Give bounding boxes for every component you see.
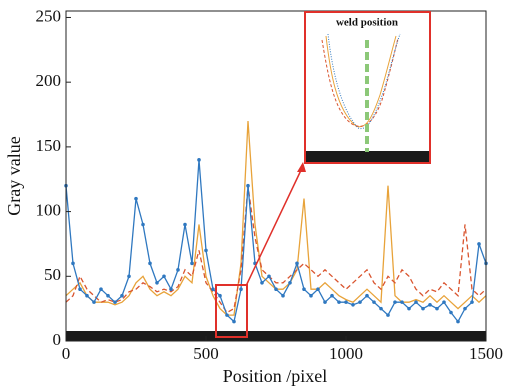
point xyxy=(92,300,96,304)
point xyxy=(183,223,187,227)
point xyxy=(337,300,341,304)
point xyxy=(106,294,110,298)
point xyxy=(197,158,201,162)
inset: weld position xyxy=(305,12,430,163)
x-tick-label: 500 xyxy=(193,344,219,363)
point xyxy=(225,313,229,317)
point xyxy=(204,249,208,253)
point xyxy=(442,300,446,304)
page: {"chart_data": {"type": "line", "xlabel"… xyxy=(0,0,511,388)
point xyxy=(134,197,138,201)
point xyxy=(358,300,362,304)
y-tick-label: 200 xyxy=(36,71,62,90)
point xyxy=(421,307,425,311)
point xyxy=(470,300,474,304)
point xyxy=(428,303,432,307)
point xyxy=(379,307,383,311)
weld-strip xyxy=(66,331,486,341)
highlight-box xyxy=(216,285,247,337)
point xyxy=(148,262,152,266)
point xyxy=(246,184,250,188)
point xyxy=(232,320,236,324)
point xyxy=(169,287,173,291)
inset-strip xyxy=(306,151,429,162)
y-tick-label: 100 xyxy=(36,200,62,219)
point xyxy=(127,274,131,278)
point xyxy=(365,294,369,298)
point xyxy=(281,294,285,298)
point xyxy=(386,313,390,317)
x-axis-label: Position /pixel xyxy=(223,366,328,386)
point xyxy=(407,307,411,311)
point xyxy=(309,294,313,298)
point xyxy=(414,300,418,304)
x-tick-label: 1500 xyxy=(469,344,503,363)
point xyxy=(400,300,404,304)
point xyxy=(323,300,327,304)
point xyxy=(477,242,481,246)
point xyxy=(176,268,180,272)
point xyxy=(190,262,194,266)
point xyxy=(449,311,453,315)
point xyxy=(78,287,82,291)
point xyxy=(372,300,376,304)
point xyxy=(120,294,124,298)
series-line xyxy=(66,160,486,322)
point xyxy=(155,281,159,285)
point xyxy=(393,300,397,304)
inset-title: weld position xyxy=(336,17,398,29)
point xyxy=(85,294,89,298)
point xyxy=(239,287,243,291)
point xyxy=(316,287,320,291)
point xyxy=(267,274,271,278)
point xyxy=(260,281,264,285)
chart: weld position Position /pixel Gray value… xyxy=(0,0,511,388)
point xyxy=(463,307,467,311)
point xyxy=(456,320,460,324)
point xyxy=(141,223,145,227)
point xyxy=(302,287,306,291)
point xyxy=(351,303,355,307)
point xyxy=(435,307,439,311)
series-line xyxy=(66,186,486,313)
point xyxy=(218,294,222,298)
x-tick-label: 0 xyxy=(62,344,71,363)
point xyxy=(162,274,166,278)
point xyxy=(330,294,334,298)
point xyxy=(344,300,348,304)
point xyxy=(113,300,117,304)
x-tick-label: 1000 xyxy=(329,344,363,363)
point xyxy=(274,287,278,291)
point xyxy=(288,281,292,285)
y-tick-label: 150 xyxy=(36,136,62,155)
y-tick-label: 50 xyxy=(44,265,61,284)
point xyxy=(211,287,215,291)
y-tick-label: 0 xyxy=(53,330,62,349)
y-tick-label: 250 xyxy=(36,6,62,25)
point xyxy=(295,262,299,266)
y-axis-label: Gray value xyxy=(4,136,24,215)
point xyxy=(99,287,103,291)
point xyxy=(71,262,75,266)
